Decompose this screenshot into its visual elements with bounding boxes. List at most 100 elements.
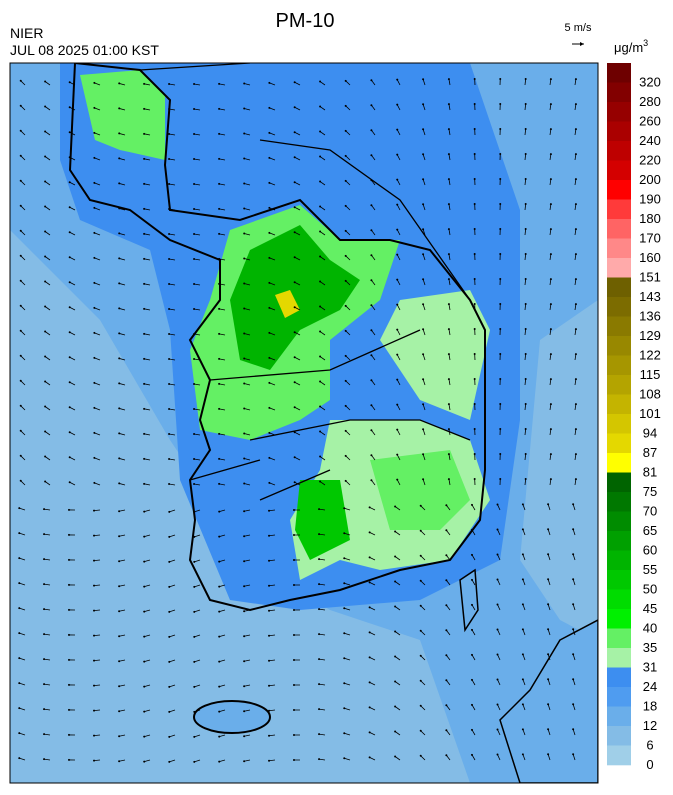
wind-arrow [144, 333, 151, 336]
colorbar-swatch [607, 570, 631, 590]
wind-arrow-head [499, 453, 502, 456]
wind-arrow [244, 684, 251, 687]
wind-arrow [319, 131, 326, 136]
wind-arrow-head [547, 653, 550, 656]
wind-arrow-head [549, 428, 552, 431]
wind-arrow-head [370, 379, 373, 382]
colorbar-swatch [607, 199, 631, 220]
wind-arrow [44, 733, 51, 736]
field-green-east [380, 290, 490, 420]
wind-arrow-head [524, 153, 527, 156]
colorbar-label: 170 [639, 231, 661, 246]
colorbar-swatch [607, 63, 631, 83]
wind-arrow-head [143, 407, 146, 410]
wind-arrow-head [268, 456, 271, 459]
wind-arrow [244, 659, 251, 662]
unit-power: 3 [643, 38, 648, 48]
wind-arrow [269, 457, 276, 461]
wind-arrow-head [419, 654, 422, 657]
wind-arrow [269, 157, 276, 161]
wind-arrow [446, 604, 451, 611]
colorbar-label: 45 [643, 601, 657, 616]
wind-arrow [219, 734, 226, 738]
wind-arrow-head [419, 579, 422, 582]
wind-arrow [194, 83, 201, 86]
wind-arrow [319, 381, 326, 386]
wind-arrow [524, 353, 527, 361]
wind-arrow-head [143, 82, 146, 85]
wind-arrow [448, 354, 451, 361]
wind-arrow [448, 254, 451, 261]
wind-arrow-head [549, 353, 552, 356]
wind-arrow [144, 659, 151, 663]
wind-arrow [448, 404, 451, 411]
province-borders [139, 63, 471, 501]
wind-arrow-head [168, 760, 171, 763]
wind-arrow-head [572, 603, 575, 606]
wind-arrow-head [343, 557, 346, 560]
colorbar-label: 108 [639, 387, 661, 402]
wind-arrow [471, 704, 476, 711]
wind-arrow-head [396, 378, 399, 381]
wind-arrow [194, 483, 201, 486]
wind-arrow-head [344, 404, 347, 407]
wind-arrow-head [318, 558, 321, 561]
wind-arrow-head [19, 454, 22, 457]
wind-arrow-head [574, 253, 577, 256]
wind-arrow-head [344, 79, 347, 82]
wind-arrow [244, 133, 251, 136]
wind-arrow-head [319, 480, 322, 483]
wind-arrow-head [193, 585, 196, 588]
wind-arrow-head [318, 683, 321, 686]
wind-arrow [44, 658, 51, 661]
wind-arrow-head [93, 456, 96, 459]
wind-arrow [371, 354, 376, 361]
wind-arrow-head [268, 81, 271, 84]
wind-arrow [244, 383, 251, 386]
wind-arrow-head [68, 331, 71, 334]
wind-arrow-head [168, 258, 171, 261]
wind-arrow [194, 308, 201, 311]
colorbar-swatch [607, 375, 631, 395]
wind-arrow-head [293, 156, 296, 159]
wind-arrow [497, 554, 501, 561]
wind-arrow [20, 155, 26, 161]
wind-arrow [94, 107, 101, 111]
wind-arrow-head [396, 428, 399, 431]
wind-arrow-head [447, 153, 450, 156]
wind-arrow-head [572, 703, 575, 706]
wind-arrow-head [118, 635, 121, 638]
wind-arrow-head [319, 330, 322, 333]
wind-arrow-head [293, 583, 295, 586]
wind-arrow-head [396, 303, 399, 306]
wind-arrow [219, 659, 226, 663]
wind-arrow [524, 403, 527, 411]
wind-arrow [219, 534, 226, 538]
wind-arrow [194, 233, 201, 236]
wind-arrow-head [218, 432, 221, 435]
colorbar-label: 6 [646, 738, 653, 753]
wind-arrow-head [343, 657, 346, 660]
wind-arrow [244, 258, 251, 261]
wind-arrow-head [18, 707, 21, 710]
wind-arrow-head [470, 678, 473, 681]
wind-arrow [269, 132, 276, 136]
wind-arrow-head [43, 558, 46, 561]
colorbar-label: 136 [639, 309, 661, 324]
wind-arrow-head [44, 455, 47, 458]
wind-arrow-head [243, 685, 246, 688]
wind-arrow-head [422, 178, 425, 181]
wind-arrow-head [218, 457, 221, 460]
wind-arrow [93, 509, 101, 512]
wind-arrow-head [218, 382, 221, 385]
wind-arrow-head [499, 228, 502, 231]
colorbar-swatch [607, 180, 631, 200]
wind-arrow-head [419, 604, 422, 607]
wind-arrow-head [524, 303, 527, 306]
wind-arrow [547, 604, 551, 611]
wind-arrow-head [473, 428, 476, 431]
wind-arrow-head [218, 182, 221, 185]
wind-arrow [244, 559, 251, 562]
wind-arrow-head [93, 331, 96, 334]
wind-arrow-head [19, 354, 22, 357]
